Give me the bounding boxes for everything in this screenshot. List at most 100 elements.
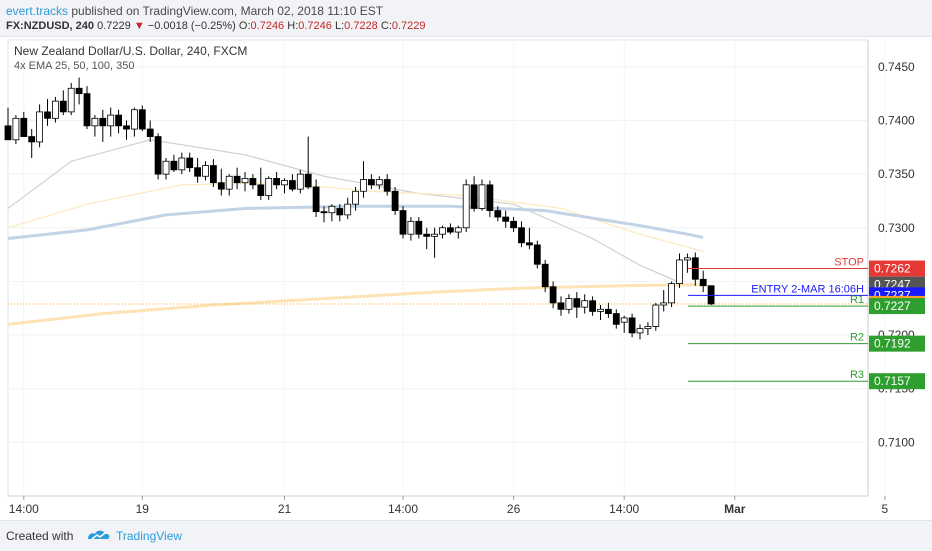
candle-body <box>107 114 115 127</box>
x-tick-label: 5 <box>882 502 889 516</box>
candle-body <box>4 125 12 141</box>
candle-body <box>20 117 28 137</box>
candle-body <box>660 302 668 306</box>
candle-body <box>257 184 265 196</box>
candle-body <box>162 160 170 175</box>
candle-body <box>439 227 446 235</box>
high-label: H: <box>287 20 299 32</box>
candle-body <box>36 111 43 143</box>
candle-body <box>367 179 375 186</box>
candle-body <box>138 109 146 130</box>
tradingview-brand[interactable]: TradingView <box>116 529 183 543</box>
candle-body <box>518 227 525 244</box>
level-label: R3 <box>850 369 864 381</box>
candle-body <box>557 302 565 310</box>
symbol-label: FX:NZDUSD, 240 <box>6 20 95 32</box>
candle-body <box>486 184 494 211</box>
quote-line: FX:NZDUSD, 240 0.7229 ▼ −0.0018 (−0.25%)… <box>6 20 426 32</box>
candle-body <box>407 220 415 235</box>
candle-body <box>494 210 502 218</box>
candle-body <box>209 165 217 184</box>
candle-body <box>612 313 620 325</box>
author-link[interactable]: evert.tracks <box>6 4 69 18</box>
candle-body <box>328 205 336 214</box>
candle-body <box>375 179 383 186</box>
price-tag-label: 0.7227 <box>874 299 911 313</box>
candle-body <box>502 216 510 222</box>
candle-body <box>83 93 91 127</box>
candle-body <box>589 300 596 312</box>
low-value: 0.7228 <box>344 20 378 32</box>
price-tag-label: 0.7262 <box>874 262 911 276</box>
candle-body <box>59 100 67 113</box>
x-tick-label: 21 <box>278 502 292 516</box>
candle-body <box>391 190 399 211</box>
level-label: STOP <box>834 257 864 269</box>
candle-body <box>241 178 249 184</box>
price-tag <box>869 335 925 352</box>
price-tag-label: 0.7192 <box>874 337 911 351</box>
candle-body <box>320 211 328 214</box>
candle-body <box>12 117 20 141</box>
candle-body <box>312 186 320 213</box>
candle-body <box>91 117 99 127</box>
candle-body <box>462 184 470 229</box>
level-label: R2 <box>850 332 864 344</box>
candle-body <box>383 179 391 192</box>
candle-body <box>336 208 344 216</box>
indicator-legend[interactable]: 4x EMA 25, 50, 100, 350 <box>14 60 135 72</box>
candle-body <box>75 87 83 95</box>
candle-body <box>225 175 233 190</box>
candlestick-chart[interactable]: 0.71000.71500.72000.72500.73000.73500.74… <box>0 36 932 520</box>
candle-body <box>454 227 462 233</box>
candle-body <box>273 178 281 186</box>
footer-bar: Created with TradingView <box>0 520 932 551</box>
candle-body <box>478 184 486 209</box>
x-tick-label: Mar <box>724 502 746 516</box>
price-tag-label: 0.7157 <box>874 374 911 388</box>
level-label: ENTRY 2-MAR 16:06H <box>751 283 864 295</box>
candle-body <box>605 308 612 314</box>
x-tick-label: 14:00 <box>388 502 418 516</box>
candle-body <box>154 136 162 175</box>
candle-body <box>628 317 636 334</box>
candle-body <box>360 179 367 192</box>
open-value: 0.7246 <box>250 20 285 32</box>
y-tick-label: 0.7300 <box>878 221 915 235</box>
publish-line: evert.tracks published on TradingView.co… <box>6 4 383 18</box>
candle-body <box>541 263 549 288</box>
candle-body <box>170 160 178 171</box>
candle-body <box>676 259 683 284</box>
candle-body <box>699 278 707 287</box>
price-tag <box>869 298 925 315</box>
low-label: L: <box>334 20 345 32</box>
ema-line <box>7 182 704 252</box>
candle-body <box>533 244 541 265</box>
y-tick-label: 0.7350 <box>878 167 915 181</box>
candle-body <box>549 286 557 304</box>
candle-body <box>636 328 644 334</box>
close-value: 0.7229 <box>391 20 426 32</box>
publish-header: evert.tracks published on TradingView.co… <box>0 0 932 37</box>
candle-body <box>510 220 518 229</box>
candle-body <box>597 308 604 312</box>
candle-body <box>707 285 715 305</box>
down-arrow-icon: ▼ <box>133 20 145 32</box>
published-text: published on TradingView.com, March 02, … <box>71 4 384 18</box>
candle-body <box>470 184 478 209</box>
x-tick-label: 19 <box>136 502 150 516</box>
last-price: 0.7229 <box>97 20 131 32</box>
x-tick-label: 26 <box>507 502 521 516</box>
candle-body <box>565 298 573 310</box>
candle-body <box>352 190 360 205</box>
candle-body <box>194 167 202 177</box>
close-label: C: <box>380 20 392 32</box>
candle-body <box>344 203 352 216</box>
candle-body <box>130 109 138 130</box>
high-value: 0.7246 <box>298 20 332 32</box>
y-tick-label: 0.7100 <box>878 435 915 449</box>
candle-body <box>99 117 107 127</box>
candle-body <box>249 178 257 186</box>
candle-body <box>233 175 241 184</box>
candle-body <box>296 173 304 190</box>
